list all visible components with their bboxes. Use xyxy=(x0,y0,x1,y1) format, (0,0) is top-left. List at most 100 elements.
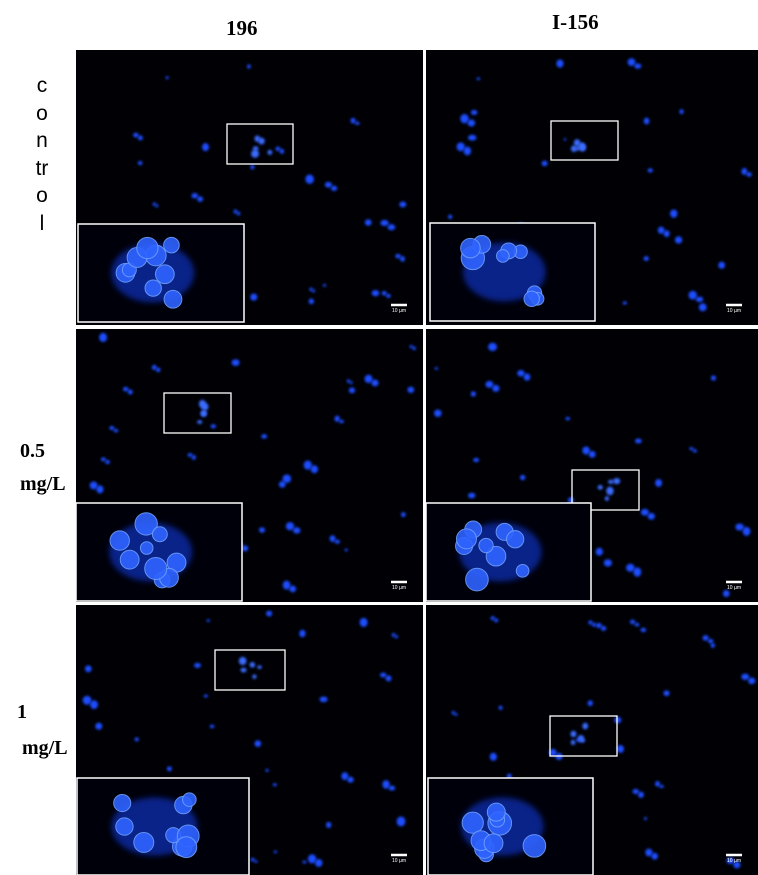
inset-cell xyxy=(516,565,529,578)
cell xyxy=(471,110,478,115)
cell xyxy=(192,455,196,460)
cell xyxy=(473,458,479,462)
inset-cell xyxy=(164,290,182,308)
cell xyxy=(407,387,414,393)
cell xyxy=(355,122,360,125)
cell xyxy=(452,711,455,715)
cell xyxy=(630,620,636,624)
cell xyxy=(634,623,639,627)
cell xyxy=(464,147,471,156)
cell xyxy=(640,628,646,632)
cell xyxy=(699,303,707,311)
scale-label: 10 µm xyxy=(392,308,406,314)
cell xyxy=(633,567,641,576)
cell xyxy=(365,219,372,226)
cell xyxy=(156,368,161,373)
cell xyxy=(388,224,396,230)
cell xyxy=(153,202,156,206)
cell xyxy=(197,196,203,202)
cell xyxy=(349,387,355,393)
micrograph: 10 µm xyxy=(76,50,423,325)
cell xyxy=(258,138,264,145)
cell xyxy=(345,549,348,552)
cell xyxy=(257,665,261,669)
cell xyxy=(323,284,326,287)
cell xyxy=(251,150,259,158)
cell xyxy=(302,861,306,864)
cell xyxy=(339,420,344,423)
cell xyxy=(239,657,247,665)
inset-cell xyxy=(524,291,539,306)
cell xyxy=(252,675,256,679)
cell xyxy=(741,168,747,175)
cell xyxy=(267,150,272,155)
cell xyxy=(191,193,198,198)
cell xyxy=(350,118,355,124)
cell xyxy=(409,345,413,348)
cell xyxy=(400,256,405,262)
cell xyxy=(279,481,286,488)
cell xyxy=(655,781,660,787)
cell xyxy=(696,297,704,302)
cell xyxy=(364,375,372,383)
cell xyxy=(360,618,368,627)
cell xyxy=(601,626,606,631)
inset-cell xyxy=(134,832,154,852)
cell xyxy=(651,853,658,860)
cell xyxy=(166,76,169,79)
cell xyxy=(380,673,387,678)
cell xyxy=(210,725,215,729)
inset-cell xyxy=(456,529,476,549)
cell xyxy=(99,333,107,342)
cell xyxy=(334,416,339,422)
inset-cell xyxy=(507,531,524,548)
cell xyxy=(499,706,503,710)
cell xyxy=(315,859,322,867)
cell xyxy=(133,133,139,138)
cell xyxy=(644,817,647,820)
cell xyxy=(199,400,206,408)
inset-cell xyxy=(155,265,174,284)
cell xyxy=(718,262,725,269)
cell xyxy=(746,172,751,177)
cell xyxy=(274,850,277,853)
inset-cell xyxy=(479,538,493,552)
cell xyxy=(664,230,670,237)
cell xyxy=(372,290,380,296)
cell xyxy=(468,493,475,499)
cell xyxy=(517,370,525,376)
cell xyxy=(520,475,525,480)
cell xyxy=(659,785,664,788)
cell xyxy=(250,165,254,170)
image-grid: 10 µm10 µm10 µm10 µm10 µm10 µm xyxy=(0,0,758,875)
cell xyxy=(308,854,316,863)
cell xyxy=(524,373,531,380)
cell xyxy=(347,379,350,383)
cell xyxy=(477,77,481,80)
cell xyxy=(155,204,158,207)
micrograph: 10 µm xyxy=(76,605,423,875)
inset-cell xyxy=(140,542,153,555)
cell xyxy=(389,786,396,791)
cell xyxy=(604,559,612,566)
cell xyxy=(485,381,493,388)
cell xyxy=(670,209,677,217)
cell xyxy=(347,777,353,783)
cell xyxy=(626,564,635,572)
cell xyxy=(582,723,588,730)
cell xyxy=(265,769,268,772)
cell xyxy=(232,359,240,366)
cell xyxy=(138,135,143,140)
cell xyxy=(494,618,498,622)
cell xyxy=(397,816,406,826)
cell xyxy=(743,527,751,536)
cell xyxy=(96,485,103,493)
cell xyxy=(395,635,398,638)
cell xyxy=(588,620,592,624)
cell xyxy=(589,451,596,458)
cell xyxy=(491,616,495,620)
cell xyxy=(128,389,133,394)
cell xyxy=(492,385,499,392)
inset-cell xyxy=(497,250,510,263)
cell xyxy=(413,347,416,351)
